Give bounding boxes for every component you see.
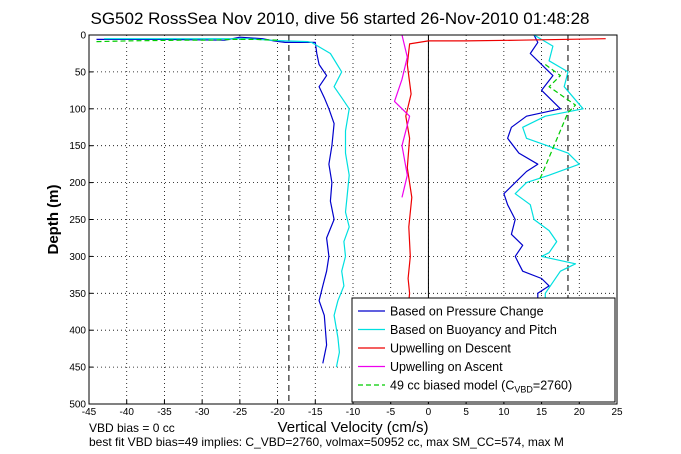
series-upwelling-on-ascent	[393, 34, 411, 198]
x-tick-label: 10	[498, 407, 510, 418]
series-upwelling-on-descent	[405, 38, 606, 301]
x-tick-label: -45	[82, 407, 97, 418]
y-ticks: 0 50 100 150 200 250 300 350 400 450 500	[69, 31, 93, 411]
y-axis-label: Depth (m)	[45, 185, 62, 255]
best-fit-note: best fit VBD bias=49 implies: C_VBD=2760…	[89, 435, 564, 449]
x-tick-label: 20	[574, 407, 586, 418]
legend-item: Upwelling on Descent	[358, 342, 511, 356]
legend-item: Based on Pressure Change	[358, 305, 544, 319]
series-line	[537, 64, 577, 183]
chart-title: SG502 RossSea Nov 2010, dive 56 started …	[91, 9, 590, 28]
y-tick-label: 50	[75, 67, 87, 78]
series-line	[96, 38, 278, 43]
series-line	[393, 34, 411, 198]
legend-label: Upwelling on Ascent	[390, 360, 503, 374]
legend: Based on Pressure Change Based on Buoyanc…	[351, 297, 616, 403]
x-tick-label: 0	[426, 407, 432, 418]
series-line	[405, 38, 606, 301]
x-tick-label: -10	[346, 407, 361, 418]
series-line	[514, 34, 584, 316]
series-line	[503, 34, 562, 316]
x-tick-label: -40	[119, 407, 134, 418]
x-tick-label: -25	[233, 407, 248, 418]
legend-item: Upwelling on Ascent	[358, 360, 503, 374]
legend-box	[351, 297, 616, 403]
legend-item: Based on Buoyancy and Pitch	[358, 323, 557, 337]
y-tick-label: 300	[69, 252, 86, 263]
x-tick-label: -15	[308, 407, 323, 418]
legend-label: Based on Pressure Change	[390, 305, 544, 319]
x-tick-label: 15	[536, 407, 548, 418]
series-layer	[96, 34, 606, 368]
y-tick-label: 500	[69, 400, 86, 411]
legend-item: 49 cc biased model (CVBD=2760)	[358, 379, 572, 395]
vbd-bias-note: VBD bias = 0 cc	[89, 421, 175, 435]
y-tick-label: 400	[69, 326, 86, 337]
x-tick-label: -5	[386, 407, 395, 418]
x-tick-label: -30	[195, 407, 210, 418]
y-tick-label: 150	[69, 141, 86, 152]
legend-label: Upwelling on Descent	[390, 342, 511, 356]
x-axis-label: Vertical Velocity (cm/s)	[278, 419, 429, 436]
series-49-cc-biased-model-c-vbd-2760	[96, 38, 577, 183]
grid	[89, 35, 617, 404]
y-tick-label: 250	[69, 215, 86, 226]
y-tick-label: 0	[80, 31, 86, 42]
y-tick-label: 450	[69, 363, 86, 374]
x-tick-label: -20	[270, 407, 285, 418]
x-tick-label: 25	[611, 407, 623, 418]
x-ticks: -45 -40 -35 -30 -25 -20 -15 -10 -5 0 5 10 15 20 25	[82, 400, 623, 418]
y-tick-label: 350	[69, 289, 86, 300]
series-based-on-buoyancy-and-pitch	[104, 34, 584, 368]
x-tick-label: -35	[157, 407, 172, 418]
x-tick-label: 5	[463, 407, 469, 418]
series-line	[104, 38, 350, 368]
legend-label: Based on Buoyancy and Pitch	[390, 323, 557, 337]
legend-label: 49 cc biased model (CVBD=2760)	[390, 379, 572, 395]
y-tick-label: 200	[69, 178, 86, 189]
y-tick-label: 100	[69, 104, 86, 115]
